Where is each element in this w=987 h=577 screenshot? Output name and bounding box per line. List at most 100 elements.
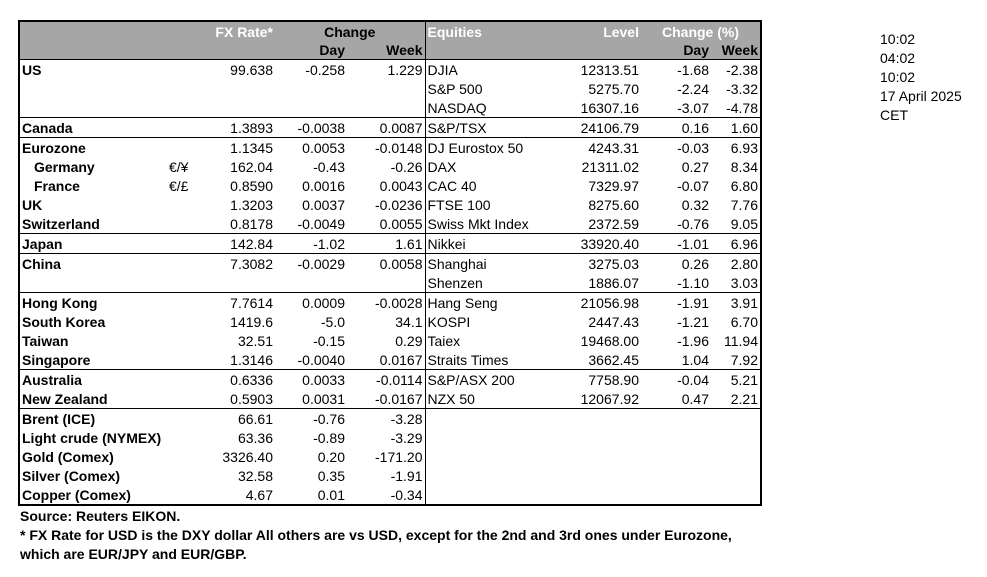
row-equity-level: 1886.07 [588, 274, 639, 291]
row-equity-index [424, 485, 551, 505]
row-equity-change-day: -0.03 [641, 137, 711, 157]
row-currency-pair [167, 137, 195, 157]
row-equity-change-week [711, 466, 761, 485]
row-fx-rate: 1.3203 [230, 196, 273, 213]
row-name: France [34, 177, 80, 194]
header-blank [167, 21, 195, 41]
row-fx-change-week: 34.1 [395, 313, 423, 330]
row-equity-level: 4243.31 [551, 137, 641, 157]
table-row: US 99.638 -0.258 1.229 DJIA 12313.51 -1.68 -2.3… [19, 59, 761, 79]
header-fx-rate: FX Rate* [195, 21, 275, 41]
header-change-pct: Change (%) [641, 21, 761, 41]
row-fx-change-day: 0.0033 [275, 369, 347, 389]
row-equity-index: DJ Eurostox 50 [424, 137, 551, 157]
fx-footnote-1: * FX Rate for USD is the DXY dollar All … [20, 527, 732, 543]
row-currency-pair [167, 117, 195, 138]
row-fx-change-day [275, 79, 347, 98]
row-currency-pair [167, 466, 195, 485]
row-fx-rate: 7.3082 [195, 253, 275, 273]
row-currency-pair [167, 292, 195, 312]
row-equity-change-week: 6.96 [711, 233, 761, 254]
row-fx-change-week: 1.229 [347, 59, 425, 79]
row-equity-index: Swiss Mkt Index [424, 214, 551, 234]
row-equity-index: DAX [424, 157, 551, 176]
market-table: FX Rate* Change Equities Level Change (%… [18, 20, 762, 506]
row-equity-level [551, 466, 641, 485]
row-equity-change-day [641, 466, 711, 485]
row-fx-change-week: 0.0167 [379, 351, 423, 368]
row-equity-index: S&P 500 [424, 79, 551, 98]
row-equity-change-week: 2.21 [730, 390, 758, 407]
row-currency-pair [167, 195, 195, 214]
header-day: Day [275, 41, 347, 60]
row-equity-change-day [641, 485, 711, 505]
row-fx-change-week [347, 273, 425, 293]
row-fx-change-week: 0.0043 [379, 177, 423, 194]
row-fx-rate: 0.8590 [230, 177, 273, 194]
row-equity-index [424, 447, 551, 466]
source-note: Source: Reuters EIKON. [20, 508, 181, 524]
row-equity-change-week: 3.03 [730, 274, 758, 291]
row-fx-change-week: -3.29 [347, 428, 426, 447]
row-equity-index [424, 466, 551, 485]
row-equity-index: KOSPI [424, 312, 551, 331]
row-equity-index: Shanghai [424, 253, 551, 273]
header-equities: Equities [424, 21, 551, 41]
row-equity-level: 16307.16 [580, 99, 639, 116]
table-row: Shenzen 1886.07 -1.10 3.03 [19, 273, 761, 293]
market-table-container: FX Rate* Change Equities Level Change (%… [18, 20, 762, 506]
row-fx-change-week: -0.0028 [347, 292, 425, 312]
header-level: Level [551, 21, 641, 41]
fx-footnote-2: which are EUR/JPY and EUR/GBP. [20, 546, 247, 562]
row-name: Singapore [22, 351, 91, 368]
row-fx-rate: 1419.6 [230, 313, 273, 330]
row-fx-rate: 1.1345 [195, 137, 275, 157]
row-fx-change-week: -3.28 [347, 408, 426, 428]
row-equity-level [551, 408, 641, 428]
row-equity-index: Shenzen [424, 273, 551, 293]
row-equity-level: 5275.70 [588, 80, 639, 97]
row-equity-level: 7758.90 [551, 369, 641, 389]
row-equity-level [551, 428, 641, 447]
table-row: Brent (ICE) 66.61 -0.76 -3.28 [19, 408, 761, 428]
row-currency-pair: €/¥ [169, 158, 189, 175]
row-fx-change-week: -0.0148 [347, 137, 425, 157]
row-equity-change-week: 2.80 [711, 253, 761, 273]
row-fx-rate: 1.3893 [195, 117, 275, 138]
table-row: Canada 1.3893 -0.0038 0.0087 S&P/TSX 24106.79… [19, 117, 761, 138]
row-name: South Korea [22, 313, 106, 330]
header-eq-day: Day [641, 41, 711, 60]
row-currency-pair [167, 447, 195, 466]
table-row: France €/£ 0.8590 0.0016 0.0043 CAC 40 7329.97… [19, 176, 761, 195]
row-currency-pair [167, 408, 195, 428]
row-fx-change-day: -0.43 [313, 158, 345, 175]
row-equity-change-day: -2.24 [677, 80, 709, 97]
header-row-2: Day Week Day Week [19, 41, 761, 60]
row-name [19, 273, 167, 293]
row-equity-change-week: -3.32 [726, 80, 758, 97]
row-name: China [19, 253, 167, 273]
row-fx-change-week: -0.0167 [375, 390, 423, 407]
row-equity-change-day: -1.21 [677, 313, 709, 330]
row-fx-rate: 7.7614 [195, 292, 275, 312]
row-equity-level: 8275.60 [588, 196, 639, 213]
row-equity-index: NZX 50 [424, 389, 551, 409]
row-equity-change-day: -0.04 [641, 369, 711, 389]
row-equity-change-day: 0.32 [681, 196, 709, 213]
row-equity-change-day [641, 408, 711, 428]
row-fx-change-day: 0.20 [317, 448, 345, 465]
table-row: Eurozone 1.1345 0.0053 -0.0148 DJ Eurostox 5… [19, 137, 761, 157]
row-equity-index: FTSE 100 [424, 195, 551, 214]
row-equity-change-day: -1.96 [677, 332, 709, 349]
row-fx-rate: 99.638 [195, 59, 275, 79]
row-currency-pair [167, 350, 195, 370]
row-currency-pair [167, 389, 195, 409]
row-name: Eurozone [19, 137, 167, 157]
row-equity-index: Straits Times [424, 350, 551, 370]
row-equity-index: CAC 40 [424, 176, 551, 195]
row-currency-pair [167, 273, 195, 293]
row-name: Japan [19, 233, 167, 254]
row-name: Australia [19, 369, 167, 389]
row-fx-rate [195, 98, 275, 118]
date: 17 April 2025 [880, 88, 962, 104]
